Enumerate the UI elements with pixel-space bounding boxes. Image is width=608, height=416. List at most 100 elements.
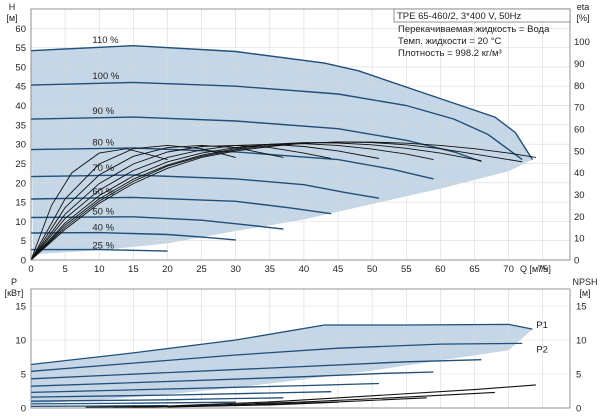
top-x-axis-label: Q [м³/ч] <box>520 264 551 274</box>
head-curve-label: 90 % <box>92 106 114 117</box>
top-y-right-tick-label: 70 <box>574 103 585 114</box>
top-y-right-axis-label: eta <box>577 2 590 12</box>
top-x-tick-label: 75 <box>537 264 548 275</box>
top-y-right-tick-label: 0 <box>574 256 579 267</box>
head-curve-label: 100 % <box>92 71 119 82</box>
power-curve-2 <box>30 359 482 380</box>
eta-curve-4 <box>30 143 380 261</box>
head-curve-label: 25 % <box>92 240 114 251</box>
top-y-left-axis-label: [м] <box>6 13 17 23</box>
head-curve-6 <box>30 216 284 230</box>
top-y-right-tick-label: 30 <box>574 190 585 201</box>
top-y-left-tick-label: 35 <box>15 120 26 131</box>
head-curve-label: 110 % <box>92 35 119 46</box>
bottom-y-right-tick-label: 5 <box>576 370 581 381</box>
power-curve-label: P2 <box>536 345 548 356</box>
power-curve-3 <box>30 371 434 387</box>
top-y-right-tick-label: 60 <box>574 125 585 136</box>
top-y-left-tick-label: 45 <box>15 82 26 93</box>
head-curve-5 <box>30 196 332 215</box>
bottom-y-right-tick-label: 10 <box>576 336 587 347</box>
top-y-right-tick-label: 20 <box>574 212 585 223</box>
top-x-tick-label: 0 <box>28 264 33 275</box>
bottom-y-left-axis-label: [кВт] <box>5 288 24 298</box>
eta-curve-6 <box>30 144 284 261</box>
top-x-tick-label: 45 <box>333 264 344 275</box>
head-curve-1 <box>30 81 523 161</box>
top-y-right-tick-label: 50 <box>574 146 585 157</box>
top-x-tick-label: 70 <box>503 264 514 275</box>
top-y-right-tick-label: 100 <box>574 37 590 48</box>
top-y-right-tick-label: 80 <box>574 81 585 92</box>
bottom-y-left-tick-label: 5 <box>21 370 26 381</box>
head-curve-8 <box>31 248 168 252</box>
top-x-tick-label: 30 <box>230 264 241 275</box>
power-curve-label: P1 <box>536 320 548 331</box>
power-curve-4 <box>30 382 380 394</box>
top-y-left-tick-label: 25 <box>15 159 26 170</box>
top-x-tick-label: 10 <box>94 264 105 275</box>
top-y-right-tick-label: 40 <box>574 168 585 179</box>
head-curve-4 <box>30 174 380 199</box>
top-x-tick-label: 20 <box>162 264 173 275</box>
top-y-left-tick-label: 10 <box>15 217 26 228</box>
top-x-tick-label: 65 <box>469 264 480 275</box>
head-curve-label: 80 % <box>92 138 114 149</box>
eta-curve-5 <box>30 144 332 261</box>
bottom-y-right-tick-label: 0 <box>576 404 581 415</box>
top-y-left-tick-label: 30 <box>15 140 26 151</box>
top-y-left-axis-label: H <box>9 2 16 12</box>
top-y-right-axis-label: [%] <box>576 13 589 23</box>
liquid-annotation: Плотность = 998.2 кг/м³ <box>398 48 502 59</box>
power-curve-8 <box>30 404 168 407</box>
liquid-annotation: Перекачиваемая жидкость = Вода <box>398 24 550 35</box>
head-efficiency-plot: 110 % 100 % 90 % 80 % 70 % 60 % 50 % 40 % 25 % 0 5… <box>6 2 589 275</box>
top-y-left-tick-label: 20 <box>15 178 26 189</box>
npsh-curve-3 <box>167 401 339 408</box>
head-curve-7 <box>30 231 236 241</box>
bottom-y-right-axis-label: [м] <box>579 288 590 298</box>
bottom-y-left-tick-label: 0 <box>21 404 26 415</box>
head-curve-label: 40 % <box>92 223 114 234</box>
power-curve-5 <box>30 391 332 398</box>
top-y-left-tick-label: 60 <box>15 24 26 35</box>
eta-curve-1 <box>30 141 523 261</box>
head-curve-label: 70 % <box>92 163 114 174</box>
top-y-left-tick-label: 55 <box>15 43 26 54</box>
top-x-tick-label: 55 <box>401 264 412 275</box>
eta-curve-7 <box>30 144 236 261</box>
top-y-left-tick-label: 40 <box>15 101 26 112</box>
chart-title: TPE 65-460/2, 3*400 V, 50Hz <box>397 11 522 22</box>
top-y-left-tick-label: 50 <box>15 62 26 73</box>
bottom-y-left-tick-label: 10 <box>15 336 26 347</box>
top-y-right-tick-label: 10 <box>574 234 585 245</box>
power-curve-1 <box>30 342 523 372</box>
bottom-plot-frame <box>30 288 571 409</box>
eta-curve-8 <box>30 148 168 261</box>
power-curve-6 <box>30 397 284 402</box>
bottom-y-left-tick-label: 15 <box>15 302 26 313</box>
top-x-tick-label: 25 <box>196 264 207 275</box>
eta-curve-0 <box>30 141 536 261</box>
power-operating-area <box>31 324 533 404</box>
top-x-tick-label: 35 <box>265 264 276 275</box>
bottom-y-left-axis-label: P <box>11 277 17 287</box>
title-box <box>393 8 571 23</box>
top-x-tick-label: 50 <box>367 264 378 275</box>
power-curve-7 <box>30 401 236 405</box>
top-x-tick-label: 60 <box>435 264 446 275</box>
head-curve-3 <box>30 147 434 180</box>
head-curve-2 <box>30 116 482 163</box>
head-curve-0 <box>30 44 534 160</box>
top-y-left-tick-label: 0 <box>21 256 26 267</box>
power-npsh-plot: P1 P2 0 5 10 15 0 5 10 15 P[кВт] NPSH[м] <box>5 277 598 415</box>
top-y-left-tick-label: 5 <box>21 236 26 247</box>
top-y-left-tick-label: 15 <box>15 198 26 209</box>
head-curve-label: 60 % <box>92 186 114 197</box>
liquid-annotation: Темп. жидкости = 20 °C <box>398 36 501 47</box>
bottom-y-right-tick-label: 15 <box>576 302 587 313</box>
top-y-right-tick-label: 90 <box>574 59 585 70</box>
top-plot-frame <box>30 8 571 261</box>
top-x-tick-label: 15 <box>128 264 139 275</box>
